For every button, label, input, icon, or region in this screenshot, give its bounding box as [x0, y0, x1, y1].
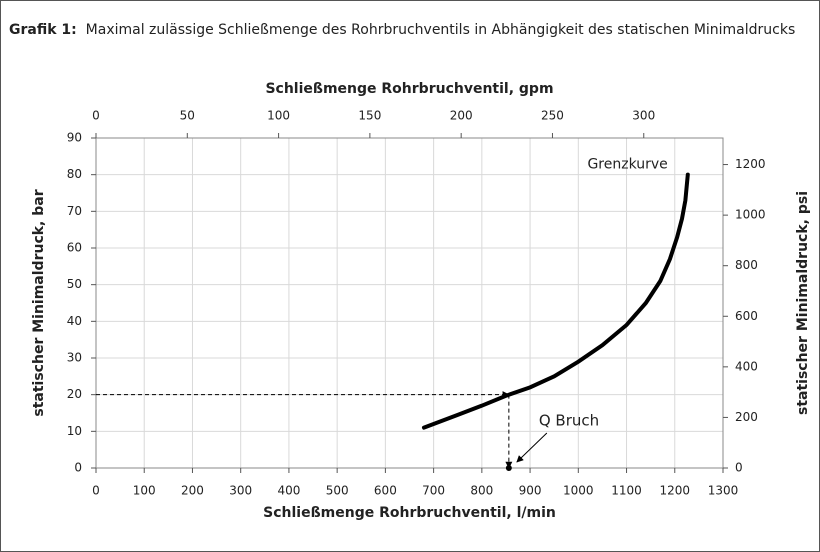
y2-tick-label: 600 [735, 309, 758, 323]
x-tick-label: 600 [374, 484, 397, 498]
x2-axis-title: Schließmenge Rohrbruchventil, gpm [265, 81, 553, 97]
caption-text: Maximal zulässige Schließmenge des Rohrb… [85, 22, 796, 38]
x-axis-title: Schließmenge Rohrbruchventil, l/min [263, 505, 556, 521]
x2-tick-label: 50 [180, 109, 195, 123]
x-tick-label: 100 [133, 484, 156, 498]
series-label: Grenzkurve [587, 157, 667, 173]
reference-pointer [516, 432, 548, 463]
x-tick-label: 400 [277, 484, 300, 498]
x2-tick-label: 200 [450, 109, 473, 123]
y-tick-label: 50 [67, 277, 82, 291]
x2-tick-label: 100 [267, 109, 290, 123]
plot-frame [95, 137, 724, 469]
x2-tick-label: 250 [541, 109, 564, 123]
y-axis-title: statischer Minimaldruck, bar [31, 189, 47, 416]
caption: Grafik 1: Maximal zulässige Schließmenge… [9, 19, 811, 41]
y-tick-label: 80 [67, 167, 82, 181]
x-tick-label: 1000 [563, 484, 594, 498]
y-tick-label: 90 [67, 131, 82, 145]
y-tick-label: 70 [67, 204, 82, 218]
x-tick-label: 1200 [659, 484, 690, 498]
x2-tick-label: 300 [632, 109, 655, 123]
reference-label: Q Bruch [539, 412, 599, 430]
y2-tick-label: 800 [735, 258, 758, 272]
y-tick-label: 10 [67, 424, 82, 438]
y-tick-label: 30 [67, 351, 82, 365]
y2-tick-label: 1000 [735, 208, 766, 222]
x-tick-label: 900 [519, 484, 542, 498]
x-tick-label: 0 [92, 484, 100, 498]
y2-tick-label: 1200 [735, 157, 766, 171]
y2-tick-label: 0 [735, 461, 743, 475]
x-tick-label: 800 [470, 484, 493, 498]
y2-axis-title: statischer Minimaldruck, psi [795, 191, 811, 415]
y-tick-label: 60 [67, 241, 82, 255]
y-tick-label: 0 [74, 461, 82, 475]
x-tick-label: 700 [422, 484, 445, 498]
line [421, 172, 690, 430]
x-tick-label: 300 [229, 484, 252, 498]
y2-tick-label: 200 [735, 410, 758, 424]
y-tick-label: 20 [67, 387, 82, 401]
x2-tick-label: 0 [92, 109, 100, 123]
caption-label: Grafik 1: [9, 22, 77, 38]
x-tick-label: 1300 [708, 484, 739, 498]
x2-tick-label: 150 [358, 109, 381, 123]
x-tick-label: 200 [181, 484, 204, 498]
y2-tick-label: 400 [735, 359, 758, 373]
x-tick-label: 1100 [611, 484, 642, 498]
reference-point [505, 465, 512, 471]
y-tick-label: 40 [67, 314, 82, 328]
x-tick-label: 500 [326, 484, 349, 498]
